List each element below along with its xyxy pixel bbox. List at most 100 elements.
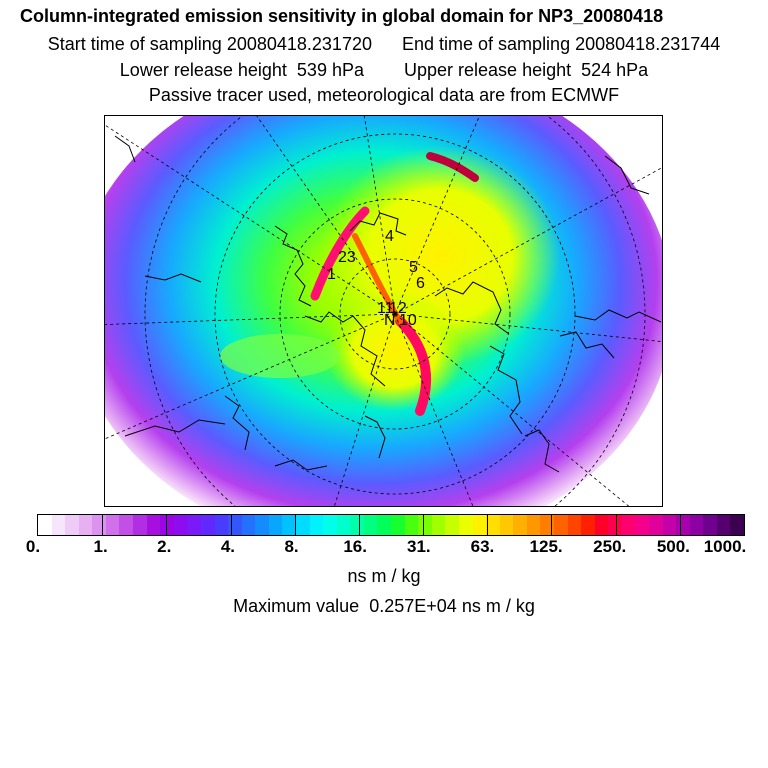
colorbar-swatch [486,515,500,535]
map-graphic: 1 23 4 5 6 11 12 N 10 [105,116,662,506]
colorbar-swatch [363,515,378,535]
colorbar-swatch [377,515,392,535]
point-label: N [384,312,396,329]
colorbar-swatch [350,515,364,535]
start-time-value: 20080418.231720 [226,34,372,54]
colorbar-swatch [214,515,229,535]
graticule [105,116,662,506]
colorbar-swatch [621,515,636,535]
lower-height-value: 539 hPa [296,60,364,80]
colorbar-swatch [323,515,337,535]
colorbar-swatch [268,515,283,535]
colorbar-swatch [173,515,188,535]
sampling-time-line: Start time of sampling 20080418.231720 E… [0,34,768,55]
colorbar-units: ns m / kg [347,566,421,586]
plot-title: Column-integrated emission sensitivity i… [20,6,664,26]
colorbar-swatch [676,515,690,535]
colorbar-swatch [445,515,459,535]
plume-streak [426,152,479,182]
point-label: 4 [385,228,394,245]
colorbar-swatch [608,515,622,535]
colorbar-swatch [336,515,351,535]
colorbar-swatch [649,515,663,535]
colorbar-tick-label: 63. [470,537,495,556]
high-sensitivity-core [220,334,340,378]
lower-height-label: Lower release height [119,60,287,80]
colorbar-tick-label: 1000. [703,537,747,556]
point-label: 1 [327,266,336,283]
colorbar-swatch [146,515,161,535]
colorbar-swatch [703,515,717,535]
colorbar-divider [102,515,104,535]
release-height-line: Lower release height 539 hPa Upper relea… [0,60,768,81]
colorbar [37,514,745,536]
colorbar-swatch [255,515,269,535]
colorbar-divider [166,515,168,535]
point-label: 11 [377,300,394,317]
colorbar-divider [551,515,553,535]
colorbar-tick-label: 2. [157,537,172,556]
maximum-value-line: Maximum value 0.257E+04 ns m / kg [0,596,768,617]
colorbar-swatch [594,515,609,535]
colorbar-swatch [581,515,595,535]
colorbar-swatch [92,515,106,535]
colorbar-swatch [78,515,93,535]
point-label: 23 [338,249,356,266]
colorbar-swatch [513,515,527,535]
colorbar-swatch [187,515,201,535]
colorbar-swatch [689,515,704,535]
colorbar-divider [744,515,745,535]
colorbar-swatch [716,515,731,535]
point-label: 5 [409,259,418,276]
plume-streak [352,233,403,324]
colorbar-swatch [404,515,419,535]
colorbar-divider [423,515,425,535]
colorbar-swatch [391,515,405,535]
maximum-value-label: Maximum value [233,596,360,616]
colorbar-tick-label: 0. [25,537,41,556]
colorbar-swatch [418,515,432,535]
end-time-value: 20080418.231744 [575,34,721,54]
colorbar-divider [358,515,360,535]
colorbar-swatch [635,515,650,535]
colorbar-swatch [51,515,66,535]
colorbar-swatch [295,515,310,535]
colorbar-divider [615,515,617,535]
colorbar-swatch [553,515,568,535]
colorbar-swatch [540,515,554,535]
colorbar-tick-label: 125. [529,537,563,556]
colorbar-swatch [241,515,256,535]
colorbar-swatch [133,515,147,535]
colorbar-divider [294,515,296,535]
sensitivity-map: 1 23 4 5 6 11 12 N 10 [104,115,663,507]
colorbar-tick-label: 16. [343,537,367,556]
maximum-value-units: ns m / kg [461,596,535,616]
colorbar-swatch [472,515,487,535]
colorbar-tick-label: 250. [593,537,627,556]
colorbar-swatch [119,515,134,535]
plume-streak [395,316,432,416]
tracer-info-line: Passive tracer used, meteorological data… [148,85,620,105]
colorbar-swatch [200,515,215,535]
colorbar-tick-label: 4. [220,537,235,556]
colorbar-swatch [105,515,120,535]
upper-height-label: Upper release height [404,60,572,80]
colorbar-swatch [567,515,582,535]
colorbar-swatch [309,515,324,535]
colorbar-tick-label: 1. [93,537,108,556]
colorbar-divider [487,515,489,535]
colorbar-tick-label: 31. [406,537,431,556]
plume-streak [310,206,370,301]
colorbar-swatch [458,515,473,535]
upper-height-value: 524 hPa [581,60,649,80]
colorbar-ticks: 0. 1. 2. 4. 8. 16. 31. 63. 125. 250. 500. 1000. [0,537,768,561]
start-time-label: Start time of sampling [47,34,222,54]
colorbar-swatch [499,515,514,535]
colorbar-swatch [282,515,296,535]
point-label: 10 [399,312,417,329]
colorbar-tick-label: 8. [284,537,299,556]
colorbar-swatch [662,515,677,535]
point-label: 12 [389,300,407,317]
colorbar-divider [230,515,232,535]
